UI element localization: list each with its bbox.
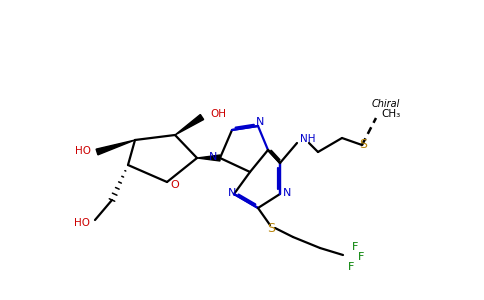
Text: NH: NH — [300, 134, 316, 144]
Text: S: S — [267, 221, 275, 235]
Text: HO: HO — [74, 218, 90, 228]
Text: N: N — [209, 152, 217, 162]
Text: OH: OH — [210, 109, 226, 119]
Polygon shape — [175, 115, 204, 135]
Text: Chiral: Chiral — [372, 99, 400, 109]
Text: S: S — [359, 137, 367, 151]
Text: F: F — [358, 252, 364, 262]
Text: N: N — [256, 117, 264, 127]
Text: HO: HO — [75, 146, 91, 156]
Text: N: N — [228, 188, 236, 198]
Polygon shape — [96, 140, 135, 155]
Text: F: F — [352, 242, 358, 252]
Text: O: O — [171, 180, 180, 190]
Text: F: F — [348, 262, 354, 272]
Text: CH₃: CH₃ — [381, 109, 400, 119]
Polygon shape — [197, 155, 220, 161]
Text: N: N — [283, 188, 291, 198]
